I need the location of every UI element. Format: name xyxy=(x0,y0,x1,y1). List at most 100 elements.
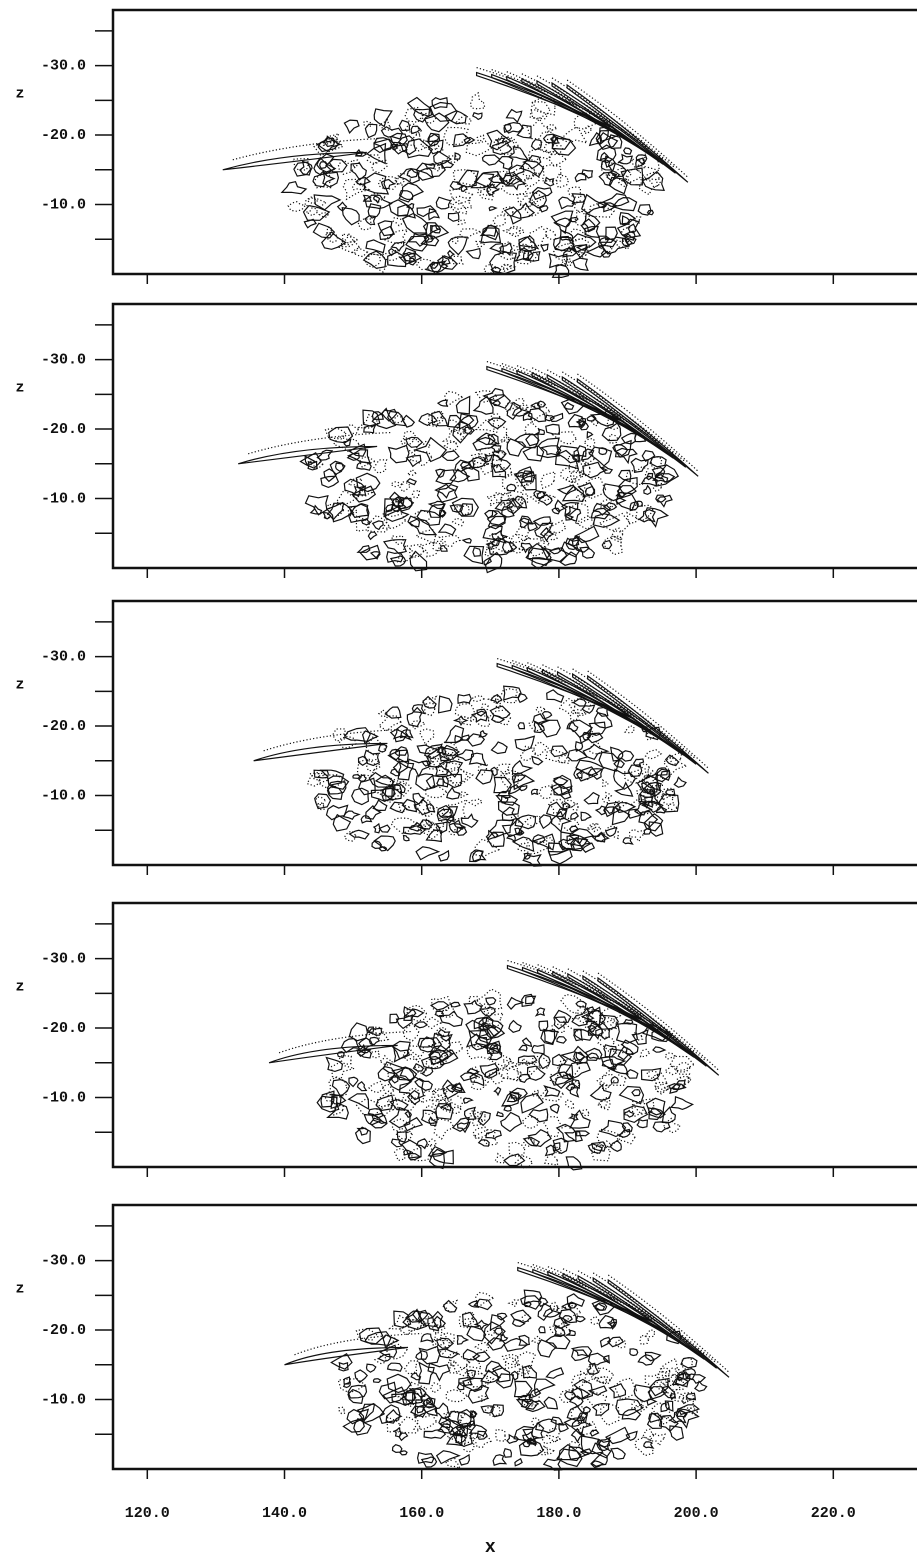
contour xyxy=(351,247,369,258)
contour xyxy=(474,390,498,403)
contour xyxy=(624,232,637,246)
contour xyxy=(543,1396,559,1410)
contour xyxy=(502,497,524,513)
contour xyxy=(412,1309,429,1323)
contour xyxy=(588,446,613,467)
contour xyxy=(406,168,419,179)
contour xyxy=(362,120,374,128)
contour xyxy=(630,157,646,173)
contour xyxy=(601,539,613,550)
contour xyxy=(484,1360,504,1373)
contour xyxy=(604,826,618,837)
contour xyxy=(367,1027,383,1036)
contour xyxy=(605,791,613,799)
contour xyxy=(427,500,446,510)
contour xyxy=(529,1387,542,1399)
contour xyxy=(322,171,340,188)
y-axis-label: z xyxy=(15,676,24,693)
contour xyxy=(472,1351,491,1363)
contour xyxy=(458,1311,475,1329)
contour xyxy=(315,796,327,806)
contour xyxy=(603,1044,618,1058)
contour xyxy=(451,1116,470,1132)
tail xyxy=(253,742,388,762)
contour xyxy=(584,1047,603,1060)
contour xyxy=(662,1117,681,1134)
contour xyxy=(596,1128,625,1148)
contour xyxy=(637,176,659,196)
contour xyxy=(513,1380,533,1398)
contour xyxy=(416,1451,435,1464)
contour xyxy=(389,801,406,814)
contour xyxy=(558,1443,582,1462)
contour xyxy=(447,1351,471,1374)
contour xyxy=(356,1127,369,1136)
contour xyxy=(524,250,541,262)
contour xyxy=(615,1398,644,1417)
contour xyxy=(332,728,346,742)
contour xyxy=(575,243,589,251)
contour xyxy=(415,846,441,861)
contours xyxy=(238,360,699,574)
contour xyxy=(451,1083,463,1093)
contour xyxy=(551,507,561,515)
contour xyxy=(439,508,446,518)
contour xyxy=(668,1083,681,1095)
contour xyxy=(525,1400,546,1413)
streak-dotted xyxy=(587,670,709,769)
contour xyxy=(507,1299,520,1308)
tail-dotted xyxy=(278,1030,412,1054)
contour xyxy=(496,170,515,182)
contour xyxy=(489,242,504,255)
contour xyxy=(437,849,450,862)
contour xyxy=(516,1367,532,1379)
contour xyxy=(461,537,472,544)
contour xyxy=(458,1376,473,1387)
contour xyxy=(388,247,399,257)
contour xyxy=(617,179,632,188)
contour xyxy=(640,1067,662,1082)
contour xyxy=(513,774,536,791)
contour xyxy=(466,733,486,747)
contour xyxy=(436,483,459,503)
x-tick-label: 140.0 xyxy=(262,1505,307,1522)
contour xyxy=(399,729,414,739)
contour xyxy=(431,1148,454,1165)
contour xyxy=(342,810,361,820)
contour xyxy=(359,544,381,561)
contour xyxy=(485,829,499,840)
contour xyxy=(413,1066,428,1074)
frame xyxy=(111,1203,917,1471)
contour xyxy=(363,1113,383,1126)
contour xyxy=(437,523,457,536)
contour xyxy=(357,218,372,231)
contour xyxy=(568,238,591,254)
contour xyxy=(343,830,357,842)
contour xyxy=(460,813,479,829)
contour xyxy=(478,442,500,462)
contour xyxy=(535,706,547,713)
contour xyxy=(521,1364,538,1379)
x-axis-label: x xyxy=(485,1538,496,1558)
contour xyxy=(312,170,336,188)
contour xyxy=(417,167,434,181)
contour xyxy=(405,468,418,476)
contour xyxy=(478,1016,504,1037)
contour xyxy=(551,263,570,279)
contour xyxy=(403,1116,424,1132)
contour xyxy=(564,1130,584,1143)
contour xyxy=(356,545,371,553)
contour xyxy=(427,1145,448,1157)
contour xyxy=(334,462,346,472)
contour xyxy=(490,1404,505,1418)
contour xyxy=(428,1116,437,1127)
contour xyxy=(364,215,377,226)
contour xyxy=(620,167,644,186)
contour xyxy=(503,124,512,133)
contour xyxy=(351,787,370,806)
contour xyxy=(530,101,551,120)
y-tick-label: -30.0 xyxy=(41,352,86,369)
streak xyxy=(551,81,676,174)
contour xyxy=(669,1055,695,1072)
contour xyxy=(611,1043,630,1054)
